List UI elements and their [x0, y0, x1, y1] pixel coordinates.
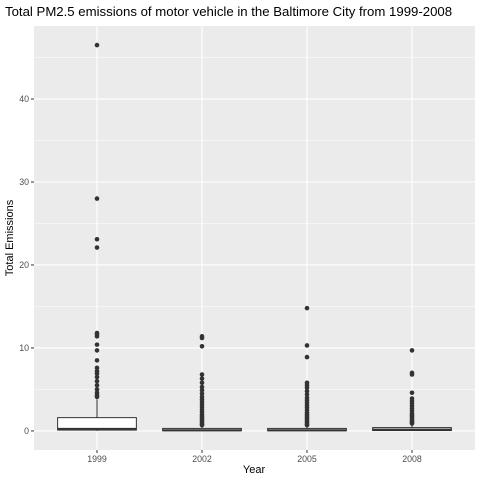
outlier-point [199, 391, 205, 396]
chart-title: Total PM2.5 emissions of motor vehicle i… [5, 4, 452, 19]
outlier-point [409, 421, 415, 426]
x-tick-label: 1999 [87, 454, 107, 464]
outlier-point [304, 392, 310, 397]
box-layer [57, 42, 452, 432]
outlier-point [199, 387, 205, 393]
outlier-point [199, 384, 205, 390]
x-tick-layer: 1999 2002 2005 2008 [87, 450, 422, 464]
outlier-point [199, 422, 205, 428]
outlier-point [199, 372, 205, 377]
outlier-point [94, 348, 100, 353]
outlier-point [94, 236, 100, 242]
outlier-point [94, 334, 100, 339]
outlier-point [304, 343, 310, 348]
y-tick-label: 10 [19, 343, 29, 353]
outlier-point [199, 380, 205, 386]
x-tick-label: 2005 [297, 454, 317, 464]
iqr-box [57, 417, 137, 431]
outlier-point [94, 378, 100, 384]
x-tick-label: 2008 [402, 454, 422, 464]
outlier-point [94, 245, 100, 250]
outlier-point [409, 390, 415, 396]
outlier-point [94, 196, 100, 201]
y-tick-label: 20 [19, 260, 29, 270]
y-tick-label: 30 [19, 177, 29, 187]
outlier-point [304, 305, 310, 311]
outlier-point [94, 382, 100, 388]
box-2008 [372, 348, 452, 432]
y-tick-layer: 0 10 20 30 40 [19, 94, 34, 436]
outlier-point [94, 358, 100, 363]
outlier-point [199, 376, 205, 381]
x-axis-label: Year [243, 464, 266, 476]
plot-panel [34, 26, 475, 450]
outlier-point [199, 335, 205, 341]
outlier-point [304, 422, 310, 428]
outlier-point [94, 342, 100, 347]
outlier-point [94, 365, 100, 371]
box-2005 [267, 305, 347, 432]
grid-layer [34, 26, 475, 450]
box-1999 [57, 42, 137, 431]
outlier-point [94, 371, 100, 376]
outlier-point [304, 385, 310, 391]
y-tick-label: 40 [19, 94, 29, 104]
outlier-point [304, 388, 310, 394]
outlier-point [199, 343, 205, 349]
outlier-point [94, 42, 100, 48]
outlier-point [94, 387, 100, 392]
outlier-point [409, 348, 415, 353]
x-tick-label: 2002 [192, 454, 212, 464]
outlier-point [304, 354, 310, 360]
y-tick-label: 0 [24, 426, 29, 436]
outlier-point [94, 374, 100, 380]
y-axis-label: Total Emissions [4, 199, 16, 276]
box-2002 [162, 334, 242, 432]
outlier-point [409, 372, 415, 377]
outlier-point [94, 394, 100, 400]
